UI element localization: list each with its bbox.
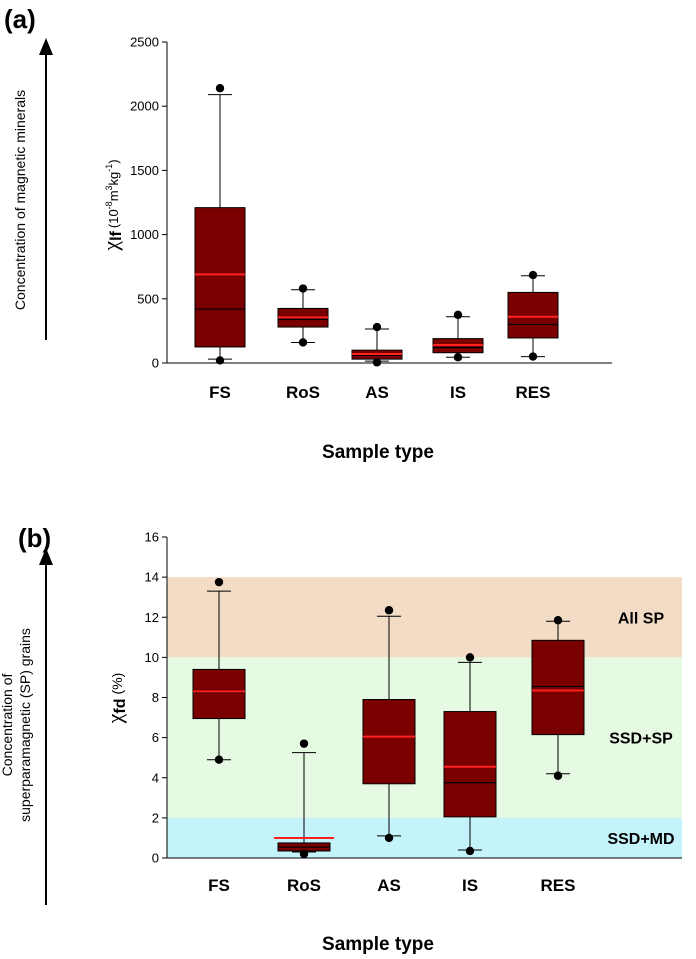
y-tick-label: 12: [145, 610, 159, 625]
outlier-point: [298, 284, 308, 293]
y-tick-label: 14: [145, 570, 159, 585]
box-is: [443, 711, 497, 818]
zone-label-ssd-md: SSD+MD: [607, 831, 674, 848]
y-tick-label: 4: [152, 770, 159, 785]
panel-b-plot: All SP SSD+SP SSD+MD 0 2 4 6 8 10 12 14 16 FS RoS AS IS…: [145, 530, 682, 895]
y-tick-label: 1500: [130, 163, 159, 178]
y-tick-label: 16: [145, 530, 159, 545]
panel-b-arrowhead: [39, 548, 53, 565]
zone-band-ssd-sp: [167, 657, 682, 818]
category-label-ros: RoS: [286, 383, 320, 402]
y-tick-label: 2: [152, 810, 159, 825]
outlier-point: [528, 352, 538, 361]
zone-label-ssd-sp: SSD+SP: [609, 731, 673, 748]
outlier-point: [553, 616, 563, 625]
box-fs: [194, 207, 246, 348]
panel-a-plot: 0 500 1000 1500 2000 2500 FS RoS AS IS RES: [130, 35, 612, 402]
panel-a-xlabel: Sample type: [322, 442, 434, 463]
y-tick-label: 8: [152, 690, 159, 705]
outlier-point: [465, 846, 475, 856]
y-tick-label: 10: [145, 650, 159, 665]
outlier-point: [465, 653, 475, 662]
outlier-point: [453, 353, 463, 362]
box-as: [362, 699, 416, 785]
category-label-fs: FS: [208, 876, 230, 895]
zone-label-all-sp: All SP: [618, 610, 665, 627]
box-res: [507, 291, 559, 339]
category-label-fs: FS: [209, 383, 231, 402]
panel-b-xlabel: Sample type: [322, 934, 434, 955]
category-label-res: RES: [516, 383, 551, 402]
outlier-point: [299, 849, 309, 859]
category-label-as: AS: [365, 383, 389, 402]
outlier-point: [384, 833, 394, 843]
outlier-point: [528, 270, 538, 280]
panel-b: (b) Concentration of superparamagnetic (…: [0, 523, 682, 955]
outlier-point: [215, 84, 225, 93]
outlier-point: [372, 322, 382, 332]
panel-b-side-label-line2: superparamagnetic (SP) grains: [17, 628, 33, 822]
box-fs: [192, 668, 246, 720]
outlier-point: [214, 755, 224, 764]
box-res: [531, 639, 585, 736]
outlier-point: [298, 338, 308, 347]
panel-a: (a) Concentration of magnetic minerals χ…: [4, 4, 612, 463]
y-tick-label: 1000: [130, 227, 159, 242]
panel-a-ylabel: χlf(10-8m3kg-1): [98, 159, 125, 251]
panel-b-ylabel: χfd(%): [102, 673, 129, 725]
panel-b-side-label-line1: Concentration of: [0, 674, 15, 777]
y-tick-label: 2500: [130, 35, 159, 50]
y-tick-label: 0: [152, 356, 159, 371]
outlier-point: [384, 606, 394, 615]
outlier-point: [214, 577, 224, 587]
category-label-is: IS: [462, 876, 478, 895]
outlier-point: [299, 739, 309, 748]
outlier-point: [453, 310, 463, 320]
y-tick-label: 0: [152, 851, 159, 866]
y-tick-label: 6: [152, 730, 159, 745]
outlier-point: [215, 356, 225, 365]
y-tick-label: 2000: [130, 99, 159, 114]
outlier-point: [553, 771, 563, 780]
category-label-ros: RoS: [287, 876, 321, 895]
category-label-as: AS: [377, 876, 401, 895]
category-label-is: IS: [450, 383, 466, 402]
zone-band-ssd-md: [167, 817, 682, 858]
outlier-point: [372, 358, 382, 367]
y-tick-label: 500: [137, 291, 159, 306]
panel-a-side-label: Concentration of magnetic minerals: [12, 90, 28, 310]
panel-a-label: (a): [4, 4, 36, 34]
zone-band-all-sp: [167, 577, 682, 658]
panel-b-label: (b): [18, 523, 51, 553]
panel-a-arrowhead: [39, 38, 53, 55]
category-label-res: RES: [541, 876, 576, 895]
